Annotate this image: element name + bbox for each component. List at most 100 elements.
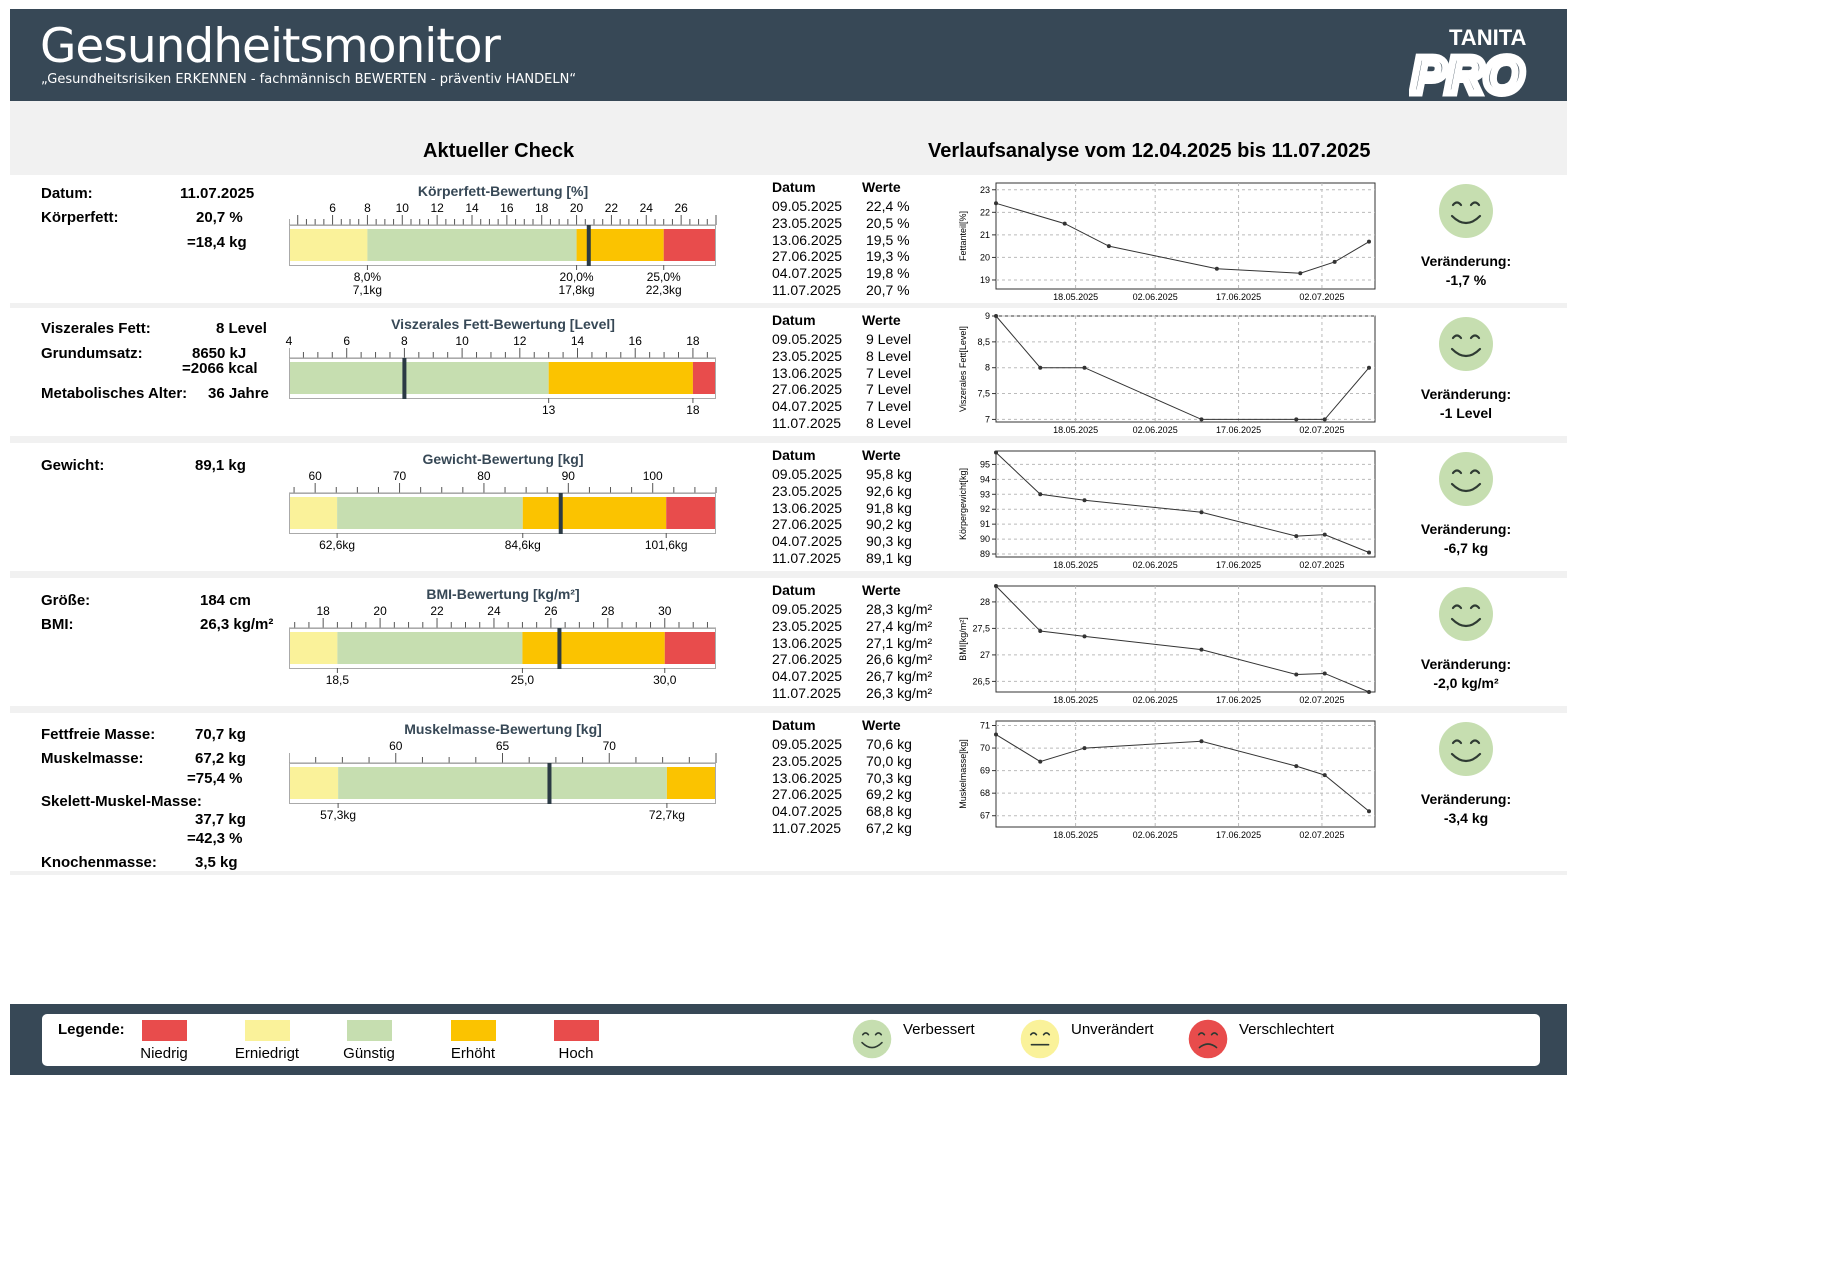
- gauge-title: BMI-Bewertung [kg/m²]: [426, 586, 580, 602]
- metric-label: Grundumsatz:: [41, 345, 143, 362]
- table-date: 11.07.2025: [772, 820, 842, 836]
- change-label: Veränderung:: [1420, 791, 1512, 807]
- smiley-bad-icon: [1188, 1019, 1228, 1059]
- gauge-tick-label: 80: [477, 469, 491, 483]
- metric-label: Knochenmasse:: [41, 854, 157, 871]
- table-value: 22,4 %: [866, 198, 910, 214]
- chart-ytick-label: 23: [980, 185, 990, 195]
- gauge-zone-erhoeht: [522, 632, 665, 664]
- change-label: Veränderung:: [1420, 253, 1512, 269]
- gauge-bound-value: 57,3kg: [320, 808, 357, 822]
- table-row: 04.07.2025 7 Level: [772, 398, 942, 415]
- table-value: 19,8 %: [866, 265, 910, 282]
- smiley-good-icon: [1439, 722, 1493, 776]
- gauge-tick-label: 30: [658, 604, 672, 618]
- table-value: 90,3 kg: [866, 533, 912, 550]
- chart-ylabel: Körpergewicht[kg]: [958, 468, 968, 540]
- table-date: 27.06.2025: [772, 516, 843, 533]
- gauge-tick-label: 20: [569, 201, 584, 215]
- table-header-date: Datum: [772, 447, 816, 463]
- gauge-zone-erhoeht: [548, 362, 693, 394]
- gauge-bound-label: 25,0% 22,3kg: [646, 271, 682, 297]
- chart-point: [1082, 746, 1087, 751]
- table-date: 04.07.2025: [772, 668, 843, 685]
- gauge-tick-label: 16: [628, 334, 642, 348]
- gauge-tick-label: 22: [604, 201, 619, 215]
- chart-ytick-label: 27,5: [972, 623, 990, 633]
- chart-ytick-label: 28: [980, 597, 990, 607]
- chart-frame: [995, 720, 1376, 828]
- gauge-scale: [289, 753, 717, 808]
- table-value: 8 Level: [866, 347, 912, 364]
- chart-point: [1038, 759, 1043, 764]
- chart-point: [1367, 239, 1371, 244]
- gauge-tick-label: 70: [392, 469, 407, 483]
- gauge-tick-label: 28: [601, 604, 615, 618]
- chart-point: [1298, 271, 1303, 276]
- table-row: 23.05.2025 20,5 %: [772, 215, 942, 232]
- gauge-tick-label: 20: [373, 604, 387, 618]
- gauge-marker: [586, 225, 591, 266]
- gauge-bar: 4 6 8 10 12 14 16 18 13 18: [286, 334, 716, 434]
- trend-chart: 18.05.2025 02.06.2025 17.06.2025 02.07.2025…: [958, 584, 1376, 704]
- table-date: 13.06.2025: [772, 364, 843, 381]
- chart-ylabel: Muskelmasse[kg]: [958, 739, 968, 809]
- gauge-frame: [289, 493, 716, 534]
- table-date: 04.07.2025: [772, 265, 843, 282]
- gauge-bound-value: 18: [686, 403, 700, 417]
- table-date: 09.05.2025: [772, 331, 843, 347]
- gauge-zone-erniedrigt: [289, 497, 338, 529]
- table-value: 95,8 kg: [866, 466, 912, 482]
- chart-point: [994, 201, 998, 206]
- table-row: 13.06.2025 7 Level: [772, 365, 942, 382]
- table-header-value: Werte: [862, 717, 901, 733]
- chart-ylabel: Viszerales Fett[Level]: [958, 326, 968, 412]
- gauge-bound-value: 101,6kg: [644, 538, 688, 552]
- legend-label: Erniedrigt: [234, 1045, 300, 1062]
- gauge-zone-guenstig: [367, 229, 577, 261]
- chart-ytick-label: 19: [980, 275, 990, 285]
- metric-value: 67,2 kg: [195, 750, 246, 767]
- chart-ytick-label: 8,5: [977, 337, 990, 347]
- metric-value: 20,7 %: [196, 209, 243, 226]
- table-value: 28,3 kg/m²: [866, 601, 933, 617]
- table-value: 70,0 kg: [866, 752, 912, 769]
- gauge-bound-label: 20,0% 17,8kg: [559, 271, 595, 297]
- table-row: 04.07.2025 68,8 kg: [772, 803, 942, 820]
- chart-ytick-label: 90: [980, 534, 990, 544]
- chart-xtick-label: 02.07.2025: [1299, 292, 1344, 301]
- legend-status-label: Unverändert: [1071, 1021, 1154, 1038]
- table-value: 19,3 %: [866, 248, 910, 265]
- table-value: 90,2 kg: [866, 516, 912, 533]
- table-row: 27.06.2025 7 Level: [772, 381, 942, 398]
- table-date: 23.05.2025: [772, 482, 843, 499]
- chart-xtick-label: 02.07.2025: [1299, 425, 1344, 434]
- change-value: -1,7 %: [1445, 272, 1487, 288]
- gauge-tick-label: 24: [487, 604, 501, 618]
- table-row: 11.07.2025 26,3 kg/m²: [772, 685, 942, 702]
- table-value: 20,5 %: [866, 214, 910, 231]
- gauge-bound-value: 62,6kg: [319, 538, 356, 552]
- chart-ytick-label: 94: [980, 474, 990, 484]
- table-row: 23.05.2025 92,6 kg: [772, 483, 942, 500]
- table-value: 26,6 kg/m²: [866, 651, 933, 668]
- chart-point: [994, 584, 998, 588]
- page-subtitle: „Gesundheitsrisiken ERKENNEN - fachmänni…: [41, 72, 577, 87]
- table-value: 70,6 kg: [866, 736, 912, 752]
- chart-point: [994, 450, 998, 455]
- chart-xtick-label: 18.05.2025: [1053, 830, 1098, 839]
- chart-ytick-label: 89: [980, 549, 990, 559]
- smiley-good-icon: [1439, 317, 1493, 371]
- chart-point: [1294, 417, 1299, 422]
- table-date: 09.05.2025: [772, 736, 843, 752]
- table-row: 04.07.2025 90,3 kg: [772, 533, 942, 550]
- metric-label: Fettfreie Masse:: [41, 726, 156, 743]
- gauge-zone-erhoeht: [666, 767, 716, 799]
- chart-ytick-label: 22: [980, 207, 990, 217]
- chart-point: [1367, 550, 1371, 555]
- page-header: Gesundheitsmonitor „Gesundheitsrisiken E…: [10, 9, 1567, 101]
- gauge-zone-guenstig: [338, 767, 667, 799]
- table-value: 8 Level: [866, 415, 912, 431]
- trend-chart: 18.05.2025 02.06.2025 17.06.2025 02.07.2025…: [958, 182, 1376, 301]
- gauge-title: Körperfett-Bewertung [%]: [417, 183, 589, 199]
